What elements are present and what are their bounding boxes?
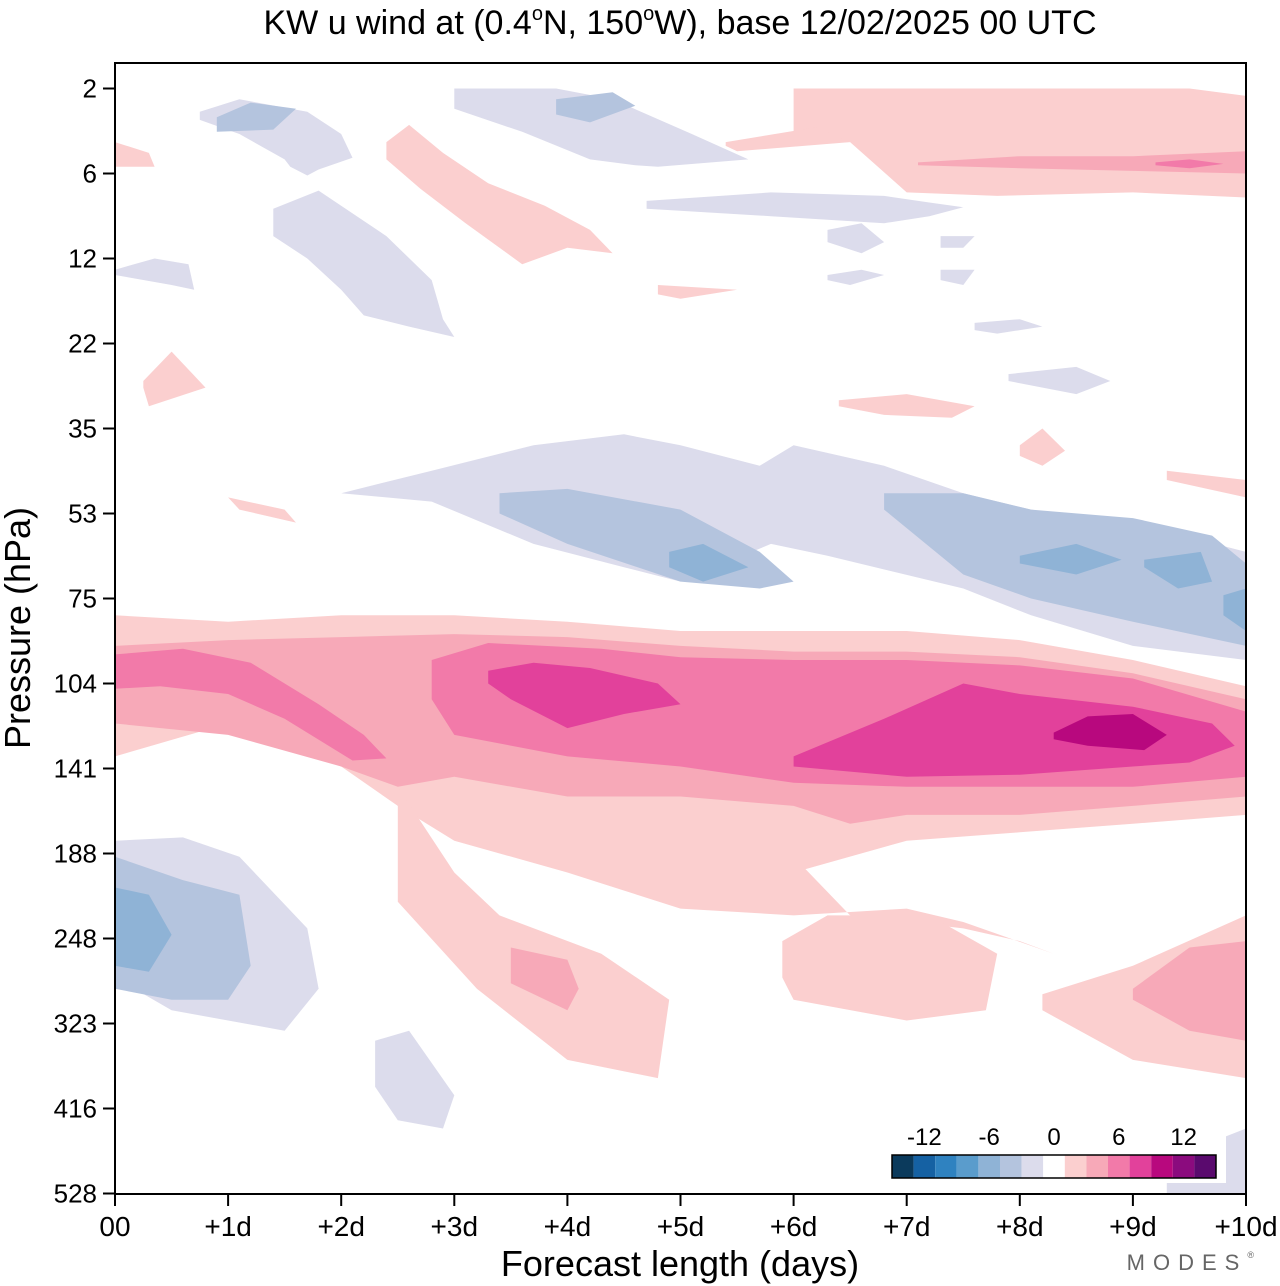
- colorbar-swatch: [1022, 1155, 1044, 1178]
- contour-level-2-region-0: [115, 142, 155, 167]
- colorbar-swatch: [935, 1155, 957, 1178]
- colorbar-label: -6: [979, 1124, 1000, 1151]
- contour-level-2-region-9: [228, 497, 296, 522]
- contour-level-2-region-8: [1167, 471, 1246, 498]
- colorbar-swatch: [1173, 1155, 1195, 1178]
- x-tick-label: +6d: [770, 1211, 818, 1242]
- colorbar-swatch: [1151, 1155, 1173, 1178]
- contour-level-2-region-7: [1020, 429, 1065, 466]
- y-tick-label: 528: [54, 1179, 97, 1209]
- x-tick-label: +7d: [883, 1211, 931, 1242]
- contour-level-2-region-13: [782, 915, 997, 1020]
- colorbar-swatch: [1108, 1155, 1130, 1178]
- colorbar: -12 -6 0 6 12: [882, 1118, 1226, 1183]
- y-tick-label: 323: [54, 1009, 97, 1039]
- contour-level-2-region-2: [794, 89, 1246, 198]
- colorbar-swatch: [1065, 1155, 1087, 1178]
- y-tick-label: 141: [54, 754, 97, 784]
- y-tick-label: 188: [54, 839, 97, 869]
- y-tick-label: 12: [68, 244, 97, 274]
- contour-level--2-region-8: [941, 270, 975, 285]
- chart-title: KW u wind at (0.4oN, 150oW), base 12/02/…: [263, 3, 1096, 42]
- colorbar-label: -12: [907, 1124, 942, 1151]
- y-tick-label: 104: [54, 669, 97, 699]
- colorbar-label: 6: [1112, 1124, 1125, 1151]
- contour-level--2-region-2: [273, 191, 454, 337]
- contour-level--2-region-7: [828, 270, 885, 285]
- contour-level--2-region-3: [115, 259, 194, 290]
- y-tick-label: 22: [68, 329, 97, 359]
- contour-level-2-region-5: [143, 352, 205, 407]
- contour-level-2-region-6: [839, 394, 975, 418]
- x-tick-label: +10d: [1214, 1211, 1277, 1242]
- modes-logo: MODES®: [1127, 1250, 1254, 1276]
- x-tick-label: +5d: [657, 1211, 705, 1242]
- contour-level--2-region-5: [828, 223, 885, 253]
- x-axis-label: Forecast length (days): [501, 1243, 859, 1284]
- x-tick-label: +2d: [317, 1211, 365, 1242]
- colorbar-swatch: [957, 1155, 979, 1178]
- contour-level--2-region-6: [941, 236, 975, 248]
- contour-level-2-region-4: [658, 285, 737, 299]
- x-tick-label: +4d: [544, 1211, 592, 1242]
- x-tick-label: +8d: [996, 1211, 1044, 1242]
- colorbar-swatch: [892, 1155, 914, 1178]
- contour-level--2-region-9: [975, 319, 1043, 333]
- y-tick-label: 2: [83, 74, 97, 104]
- kw-u-wind-chart: KW u wind at (0.4oN, 150oW), base 12/02/…: [0, 0, 1280, 1286]
- colorbar-swatch: [1130, 1155, 1152, 1178]
- colorbar-swatch: [978, 1155, 1000, 1178]
- x-axis: 00 +1d +2d +3d +4d +5d +6d +7d +8d +9d +10d: [99, 1194, 1277, 1242]
- colorbar-label: 12: [1170, 1124, 1197, 1151]
- brand-mark: ®: [1247, 1250, 1254, 1260]
- colorbar-label: 0: [1047, 1124, 1060, 1151]
- y-tick-label: 75: [68, 584, 97, 614]
- y-tick-label: 6: [83, 159, 97, 189]
- y-tick-label: 416: [54, 1094, 97, 1124]
- colorbar-swatch: [1194, 1155, 1216, 1178]
- y-tick-label: 248: [54, 924, 97, 954]
- colorbar-swatch: [1000, 1155, 1022, 1178]
- y-axis-label: Pressure (hPa): [0, 507, 38, 749]
- contour-fills: [115, 89, 1246, 1215]
- colorbar-swatch: [1043, 1155, 1065, 1178]
- x-tick-label: 00: [99, 1211, 130, 1242]
- contour-level--2-region-10: [1009, 367, 1111, 394]
- colorbar-swatch: [914, 1155, 936, 1178]
- x-tick-label: +1d: [204, 1211, 252, 1242]
- colorbar-swatch: [1086, 1155, 1108, 1178]
- contour-level--2-region-13: [375, 1031, 454, 1129]
- contour-level--2-region-4: [647, 192, 964, 223]
- x-tick-label: +9d: [1109, 1211, 1157, 1242]
- y-tick-label: 53: [68, 499, 97, 529]
- y-tick-label: 35: [68, 414, 97, 444]
- brand-name: MODES: [1127, 1250, 1248, 1275]
- y-axis: 2 6 12 22 35 53 75 104 141 188 248 323 416 528: [54, 74, 115, 1209]
- x-tick-label: +3d: [431, 1211, 479, 1242]
